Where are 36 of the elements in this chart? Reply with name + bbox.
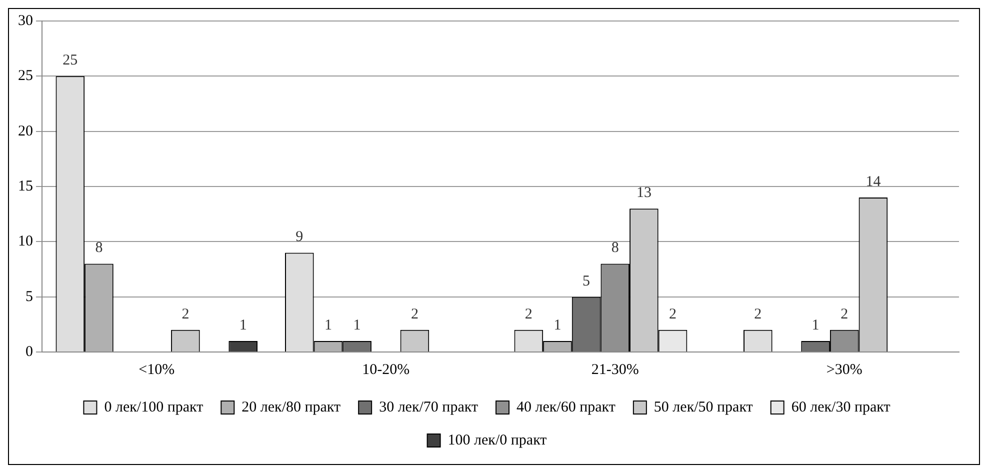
data-label: 2: [182, 306, 190, 322]
data-label: 13: [636, 185, 652, 202]
x-tick-label: 10-20%: [362, 362, 410, 378]
data-label: 8: [95, 240, 103, 256]
data-label: 8: [611, 240, 619, 256]
data-label: 2: [524, 306, 532, 322]
y-tick-label: 5: [26, 288, 33, 305]
data-label: 1: [239, 317, 247, 334]
y-tick-label: 0: [26, 344, 33, 360]
y-tick-label: 10: [18, 234, 33, 250]
y-tick-label: 25: [18, 68, 33, 84]
legend-label: 60 лек/30 практ: [791, 399, 891, 416]
legend-label: 40 лек/60 практ: [516, 399, 616, 416]
y-tick-label: 15: [18, 178, 33, 194]
data-label: 2: [840, 306, 848, 322]
data-label: 1: [812, 317, 820, 334]
legend-label: 20 лек/80 практ: [242, 399, 342, 416]
legend-label: 50 лек/50 практ: [654, 399, 754, 416]
y-tick-label: 20: [18, 123, 33, 140]
legend-label: 100 лек/0 практ: [448, 432, 548, 448]
legend-label: 0 лек/100 практ: [104, 399, 204, 416]
x-tick-label: 21-30%: [591, 362, 639, 378]
data-label: 2: [410, 306, 418, 322]
data-label: 5: [582, 273, 590, 290]
x-tick-label: >30%: [826, 362, 862, 378]
data-label: 1: [353, 317, 361, 334]
data-label: 1: [554, 317, 562, 334]
data-label: 25: [62, 52, 78, 69]
data-label: 14: [866, 174, 882, 190]
data-label: 2: [669, 306, 677, 322]
data-label: 2: [754, 306, 762, 322]
x-tick-label: <10%: [138, 362, 175, 378]
y-tick-label: 30: [18, 12, 33, 29]
data-label: 1: [324, 317, 332, 334]
data-label: 9: [296, 229, 304, 246]
legend-label: 30 лек/70 практ: [379, 399, 478, 416]
